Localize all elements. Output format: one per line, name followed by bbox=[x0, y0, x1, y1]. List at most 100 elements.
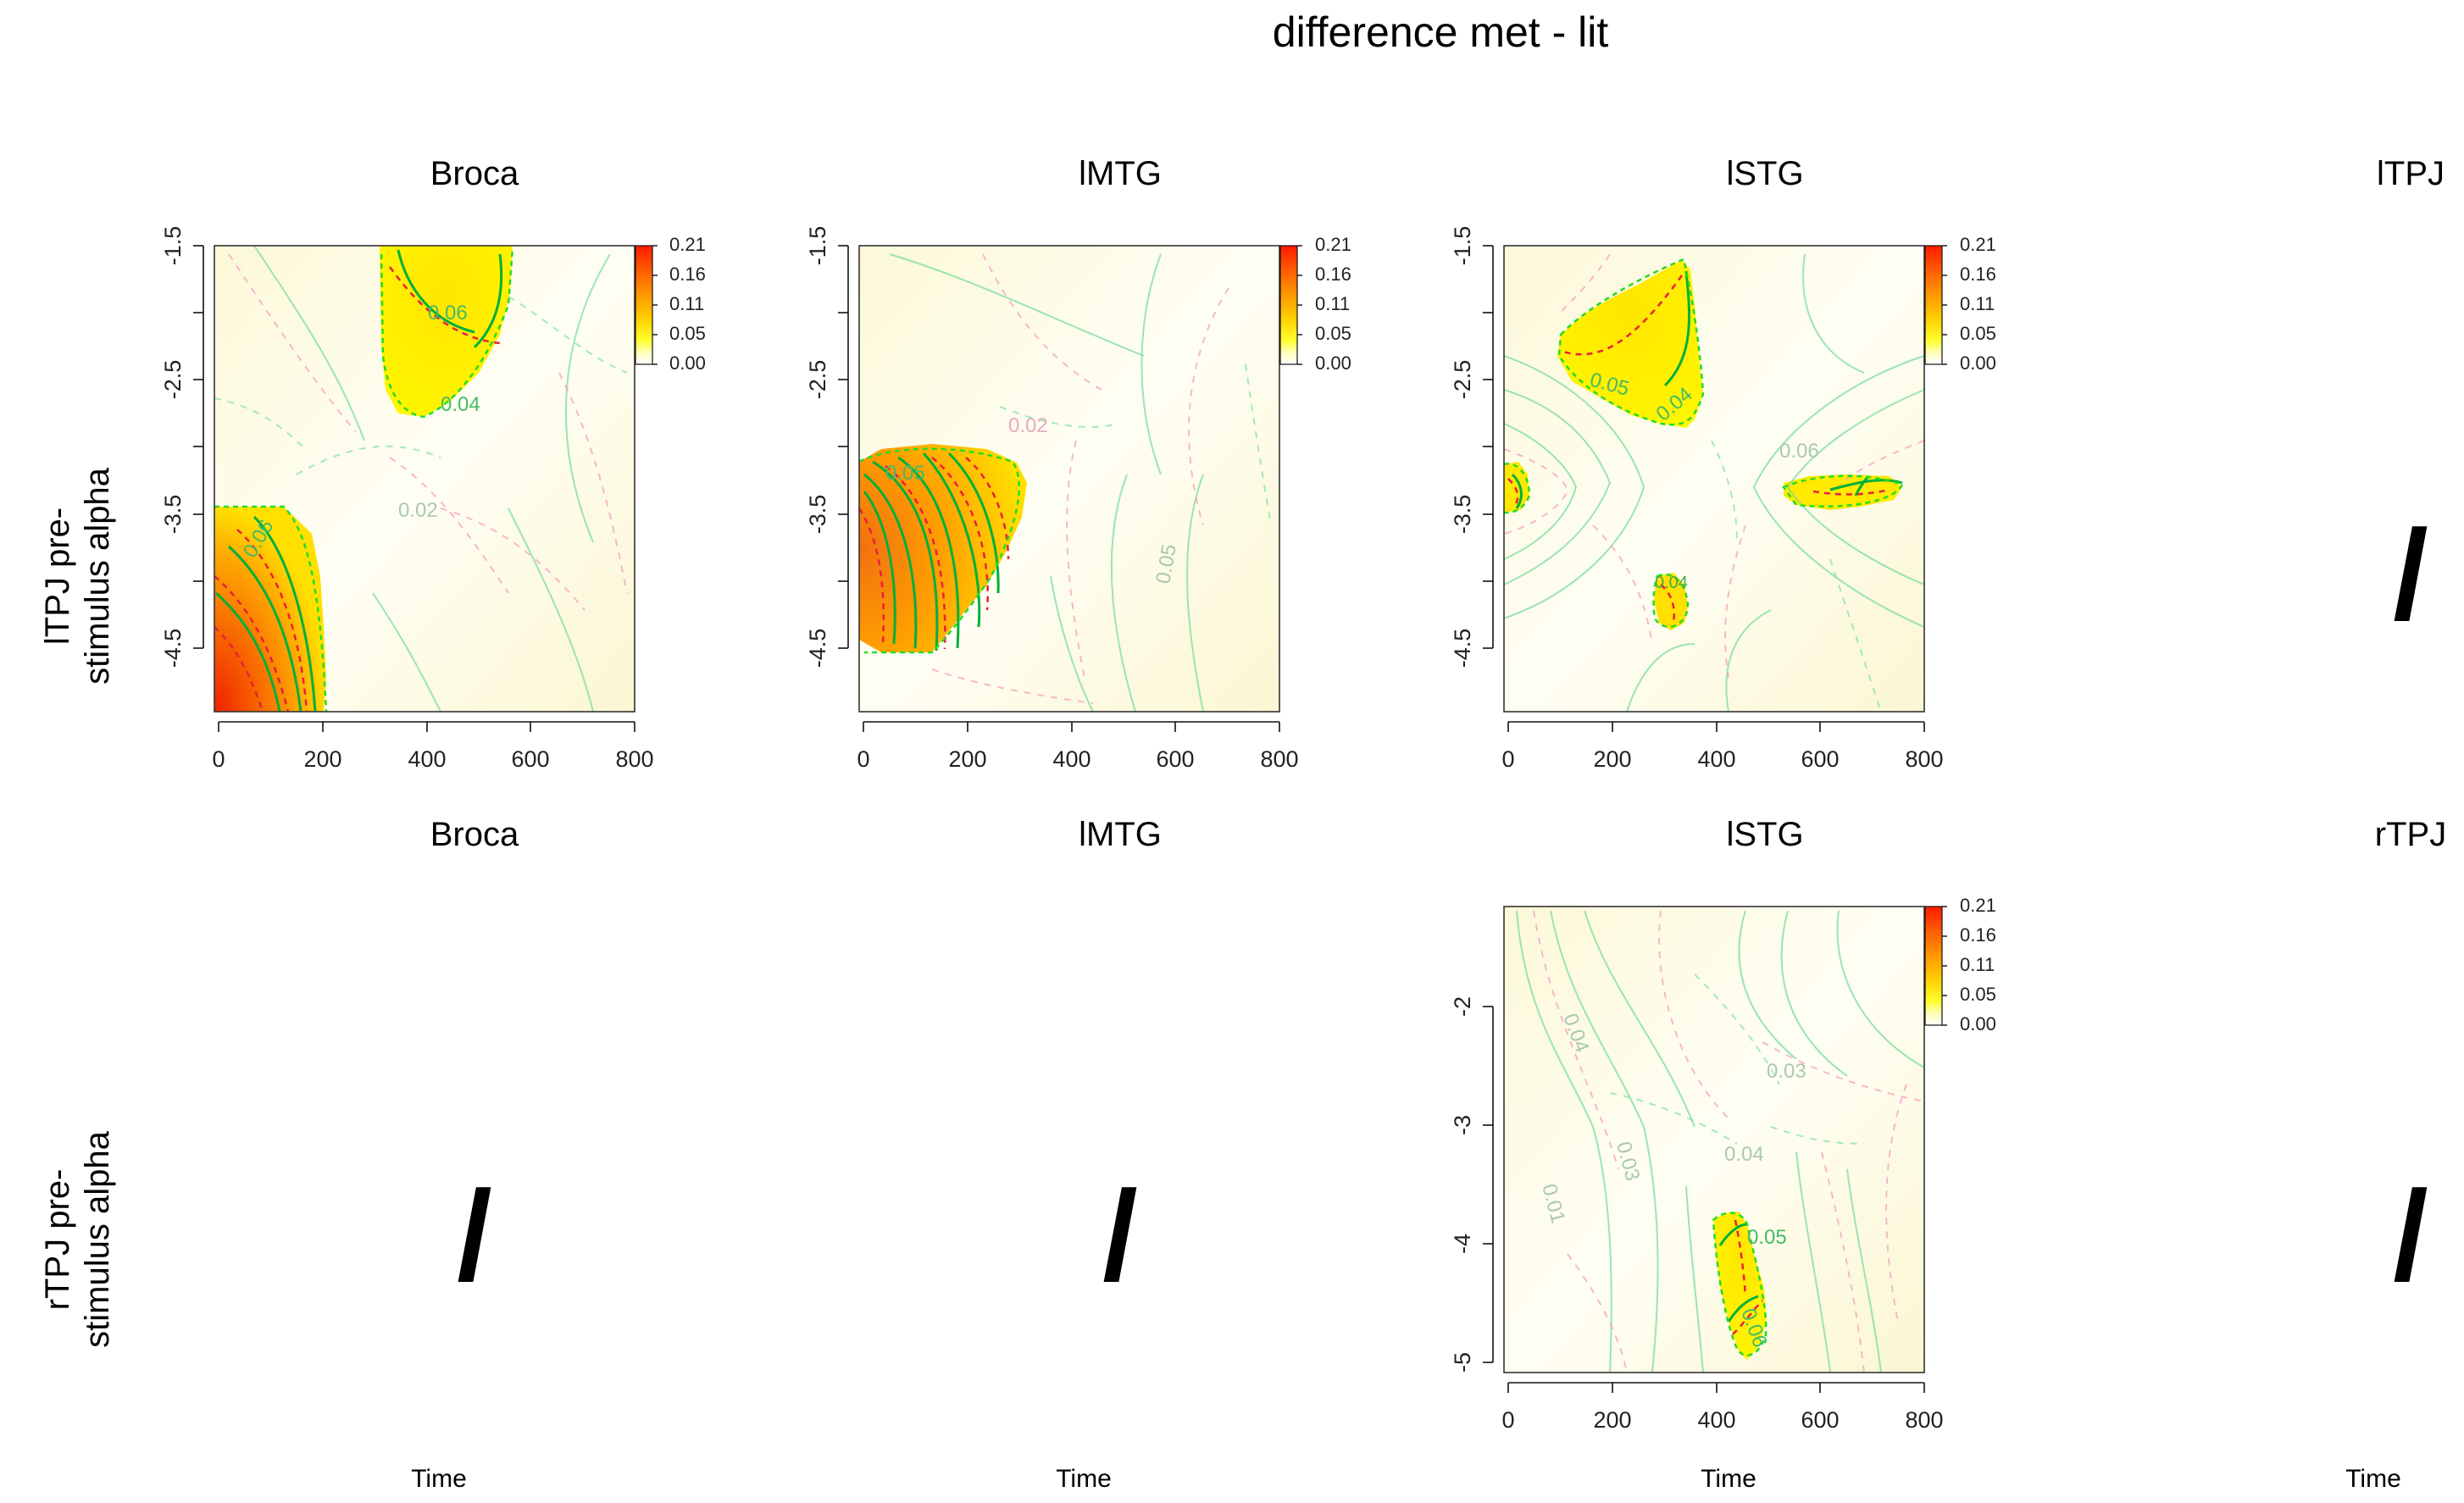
colorbar-label: 0.11 bbox=[1315, 293, 1350, 314]
x-axis-label: Time bbox=[1056, 1465, 1112, 1493]
contour-label: 0.02 bbox=[1008, 414, 1048, 437]
plot-frame bbox=[214, 245, 635, 713]
empty-panel-slash: / bbox=[1102, 1164, 1138, 1306]
heatmap: 0.04 0.03 0.04 0.03 0.01 0.05 0.06 bbox=[1504, 907, 1925, 1373]
x-tick-label: 200 bbox=[303, 746, 341, 772]
panel-title: lSTG bbox=[1726, 816, 1803, 853]
row-label-2-line-1: rTPJ pre- bbox=[39, 1169, 76, 1311]
panel-title: Broca bbox=[430, 816, 519, 853]
panel-r2-lstg: lSTG bbox=[1450, 816, 1996, 1493]
panel-r1-lstg: lSTG bbox=[1450, 155, 1996, 772]
y-tick-label: -4.5 bbox=[160, 629, 186, 668]
y-tick-label: -2 bbox=[1450, 996, 1475, 1017]
panel-title: Broca bbox=[430, 155, 519, 192]
contour-label: 0.03 bbox=[1767, 1060, 1806, 1083]
contour-label: 0.06 bbox=[1779, 440, 1819, 463]
x-axis-label: Time bbox=[1701, 1465, 1756, 1493]
x-axis bbox=[218, 721, 635, 732]
x-tick-labels: 0 200 400 600 800 bbox=[857, 746, 1298, 772]
colorbar-label: 0.21 bbox=[1960, 895, 1996, 916]
x-tick-label: 600 bbox=[1801, 1407, 1839, 1433]
empty-panel-slash: / bbox=[2393, 503, 2428, 646]
y-tick-labels: -2 -3 -4 -5 bbox=[1450, 996, 1475, 1373]
y-tick-label: -5 bbox=[1450, 1352, 1475, 1373]
colorbar-label: 0.21 bbox=[669, 234, 706, 255]
y-tick-label: -4.5 bbox=[1450, 629, 1475, 668]
colorbar-label: 0.00 bbox=[1960, 1013, 1996, 1034]
contour-label: 0.04 bbox=[1724, 1143, 1764, 1166]
x-tick-labels: 0 200 400 600 800 bbox=[212, 746, 653, 772]
panel-r2-lmtg: lMTG / Time bbox=[1056, 816, 1162, 1493]
panel-r1-broca: Broca bbox=[160, 155, 706, 772]
x-tick-label: 600 bbox=[1156, 746, 1194, 772]
colorbar-label: 0.21 bbox=[1960, 234, 1996, 255]
y-tick-label: -2.5 bbox=[805, 360, 830, 400]
x-tick-label: 0 bbox=[1501, 1407, 1514, 1433]
panel-title: lTPJ bbox=[2377, 155, 2445, 192]
panel-title: rTPJ bbox=[2375, 816, 2446, 853]
x-axis bbox=[863, 721, 1280, 732]
x-axis bbox=[1507, 721, 1925, 732]
y-tick-label: -1.5 bbox=[805, 226, 830, 266]
x-axis-label: Time bbox=[411, 1465, 467, 1493]
x-tick-label: 0 bbox=[857, 746, 869, 772]
colorbar: 0.21 0.16 0.11 0.05 0.00 bbox=[635, 234, 706, 374]
contour-label: 0.05 bbox=[885, 462, 925, 485]
colorbar-label: 0.05 bbox=[1315, 323, 1351, 344]
y-tick-label: -1.5 bbox=[1450, 226, 1475, 266]
contour-label: 0.04 bbox=[441, 393, 480, 416]
x-tick-label: 200 bbox=[948, 746, 986, 772]
y-tick-label: -4.5 bbox=[805, 629, 830, 668]
x-tick-label: 800 bbox=[1260, 746, 1298, 772]
empty-panel-slash: / bbox=[2393, 1164, 2428, 1306]
panel-r2-rtpj: rTPJ / Time bbox=[2345, 816, 2446, 1493]
colorbar-label: 0.05 bbox=[1960, 984, 1996, 1005]
contour-label: 0.06 bbox=[428, 302, 468, 324]
y-axis bbox=[1483, 245, 1494, 649]
x-tick-label: 200 bbox=[1593, 1407, 1631, 1433]
heatmap: 0.05 0.02 0.05 bbox=[857, 246, 1279, 713]
y-tick-labels: -1.5 -2.5 -3.5 -4.5 bbox=[805, 226, 830, 668]
colorbar: 0.21 0.16 0.11 0.05 0.00 bbox=[1924, 234, 1996, 374]
colorbar: 0.21 0.16 0.11 0.05 0.00 bbox=[1924, 895, 1996, 1034]
x-tick-label: 400 bbox=[1697, 746, 1735, 772]
colorbar-label: 0.11 bbox=[1960, 954, 1995, 975]
colorbar-label: 0.00 bbox=[1960, 352, 1996, 374]
contour-label: 0.05 bbox=[1747, 1226, 1787, 1249]
plot-frame bbox=[1503, 245, 1925, 713]
row-label-2-line-2: stimulus alpha bbox=[79, 1130, 116, 1347]
panel-title: lMTG bbox=[1079, 816, 1162, 853]
figure-title: difference met - lit bbox=[1273, 8, 1609, 56]
colorbar-label: 0.16 bbox=[1960, 263, 1996, 285]
colorbar-label: 0.11 bbox=[669, 293, 704, 314]
y-tick-label: -3.5 bbox=[805, 495, 830, 535]
x-tick-label: 600 bbox=[1801, 746, 1839, 772]
x-axis-label: Time bbox=[2345, 1465, 2401, 1493]
x-tick-label: 600 bbox=[511, 746, 549, 772]
colorbar-label: 0.11 bbox=[1960, 293, 1995, 314]
y-tick-label: -2.5 bbox=[160, 360, 186, 400]
hot-region-left bbox=[859, 444, 1027, 652]
heatmap: 0.06 0.04 0.06 0.02 bbox=[214, 245, 635, 713]
x-tick-label: 0 bbox=[212, 746, 225, 772]
y-tick-label: -3.5 bbox=[160, 495, 186, 535]
panel-r1-ltpj: lTPJ / bbox=[2377, 155, 2445, 646]
colorbar-label: 0.16 bbox=[669, 263, 706, 285]
x-tick-labels: 0 200 400 600 800 bbox=[1501, 1407, 1943, 1433]
colorbar-label: 0.16 bbox=[1960, 924, 1996, 946]
colorbar-label: 0.00 bbox=[1315, 352, 1351, 374]
y-tick-labels: -1.5 -2.5 -3.5 -4.5 bbox=[160, 226, 186, 668]
y-tick-labels: -1.5 -2.5 -3.5 -4.5 bbox=[1450, 226, 1475, 668]
y-tick-label: -2.5 bbox=[1450, 360, 1475, 400]
contour-label: 0.02 bbox=[398, 499, 438, 522]
colorbar-label: 0.05 bbox=[1960, 323, 1996, 344]
x-tick-label: 200 bbox=[1593, 746, 1631, 772]
x-tick-labels: 0 200 400 600 800 bbox=[1501, 746, 1943, 772]
panel-title: lMTG bbox=[1079, 155, 1162, 192]
x-tick-label: 400 bbox=[1052, 746, 1090, 772]
x-tick-label: 400 bbox=[1697, 1407, 1735, 1433]
colorbar-label: 0.00 bbox=[669, 352, 706, 374]
x-tick-label: 800 bbox=[1905, 746, 1943, 772]
panel-r1-lmtg: lMTG bbox=[805, 155, 1351, 772]
y-axis bbox=[1483, 1006, 1494, 1363]
